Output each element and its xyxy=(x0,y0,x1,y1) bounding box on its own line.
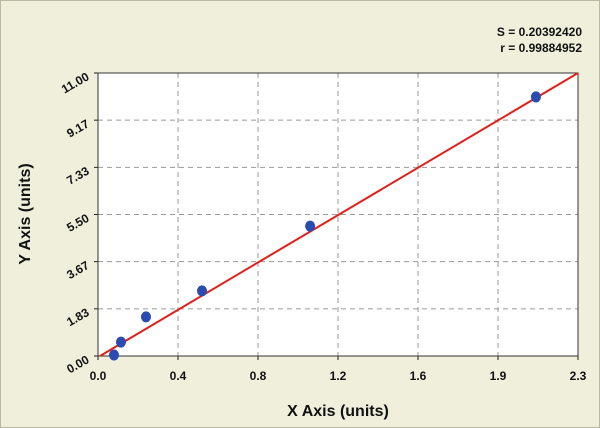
point xyxy=(109,349,119,361)
plot-border xyxy=(97,72,579,357)
x-tick-label: 0.8 xyxy=(250,369,267,383)
annotation: S = 0.20392420 xyxy=(497,25,582,39)
x-tick-label: 1.6 xyxy=(410,369,427,383)
y-axis-label: Y Axis (units) xyxy=(17,163,34,264)
annotation: r = 0.99884952 xyxy=(500,41,582,55)
x-tick-label: 1.2 xyxy=(330,369,347,383)
point xyxy=(141,311,151,323)
x-tick-label: 1.9 xyxy=(490,369,507,383)
x-tick-label: 0.4 xyxy=(170,369,187,383)
fit-line xyxy=(99,72,579,357)
point xyxy=(305,220,316,232)
x-tick-label: 2.3 xyxy=(570,369,587,383)
point xyxy=(530,91,541,103)
x-tick-label: 0.0 xyxy=(90,369,107,383)
x-axis-label: X Axis (units) xyxy=(287,403,389,420)
point xyxy=(197,285,207,297)
point xyxy=(115,336,126,348)
